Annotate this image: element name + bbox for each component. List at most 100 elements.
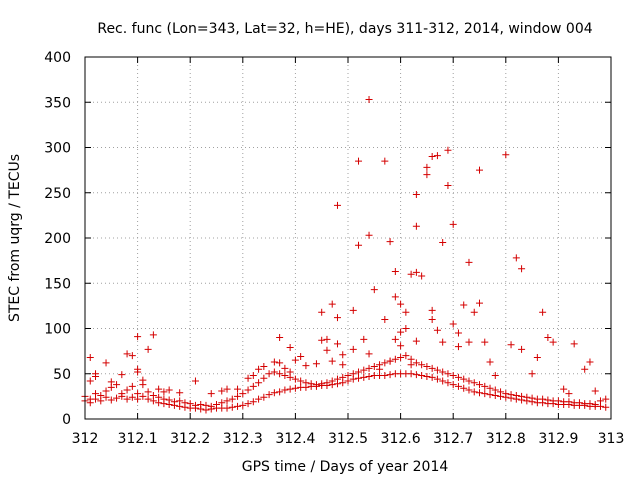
data-point bbox=[355, 241, 363, 249]
data-point bbox=[260, 393, 268, 401]
data-point bbox=[407, 270, 415, 278]
data-point bbox=[423, 363, 431, 371]
data-point bbox=[439, 368, 447, 376]
data-point bbox=[276, 388, 284, 396]
y-tick-label: 400 bbox=[44, 50, 71, 66]
data-point bbox=[186, 400, 194, 408]
data-point bbox=[291, 375, 299, 383]
data-point bbox=[518, 265, 526, 273]
data-point bbox=[518, 392, 526, 400]
data-point bbox=[439, 338, 447, 346]
data-point bbox=[391, 267, 399, 275]
data-point bbox=[391, 293, 399, 301]
data-point bbox=[365, 231, 373, 239]
data-point bbox=[444, 146, 452, 154]
data-point bbox=[418, 272, 426, 280]
data-point bbox=[428, 153, 436, 161]
data-point bbox=[134, 390, 142, 398]
data-point bbox=[176, 397, 184, 405]
data-point bbox=[539, 308, 547, 316]
data-point bbox=[107, 396, 115, 404]
data-point bbox=[239, 401, 247, 409]
data-point bbox=[565, 390, 573, 398]
data-point bbox=[476, 166, 483, 174]
data-point bbox=[539, 395, 547, 403]
data-point bbox=[423, 163, 431, 171]
data-point bbox=[355, 157, 363, 165]
data-point bbox=[460, 301, 468, 309]
x-tick-label: 312.5 bbox=[328, 431, 368, 447]
y-tick-label: 350 bbox=[44, 95, 71, 111]
data-point bbox=[554, 397, 562, 405]
y-tick-label: 100 bbox=[44, 322, 71, 338]
data-point bbox=[491, 386, 499, 394]
data-point bbox=[486, 391, 494, 399]
data-point bbox=[144, 395, 152, 403]
data-point bbox=[102, 387, 110, 395]
y-tick-label: 250 bbox=[44, 186, 71, 202]
y-tick-label: 0 bbox=[62, 412, 71, 428]
data-point bbox=[433, 152, 441, 160]
data-point bbox=[97, 391, 105, 399]
data-point bbox=[323, 346, 331, 354]
data-point bbox=[302, 362, 310, 370]
data-point bbox=[591, 387, 599, 395]
data-point bbox=[465, 386, 473, 394]
data-point bbox=[449, 320, 457, 328]
data-point bbox=[454, 373, 462, 381]
data-point bbox=[444, 182, 452, 190]
data-point bbox=[118, 371, 126, 379]
data-point bbox=[433, 326, 441, 334]
data-point bbox=[239, 390, 247, 398]
data-point bbox=[460, 375, 468, 383]
data-point bbox=[423, 171, 431, 179]
data-point bbox=[381, 372, 389, 380]
data-point bbox=[223, 397, 231, 405]
data-point bbox=[244, 400, 252, 408]
data-point bbox=[423, 372, 431, 380]
data-point bbox=[454, 329, 462, 337]
data-point bbox=[502, 151, 510, 159]
data-point bbox=[581, 365, 589, 373]
data-point bbox=[412, 359, 420, 367]
data-point bbox=[449, 220, 457, 228]
data-point bbox=[370, 363, 378, 371]
data-point bbox=[333, 340, 341, 348]
data-point bbox=[265, 391, 273, 399]
x-tick-label: 312 bbox=[72, 431, 99, 447]
data-point bbox=[507, 391, 515, 399]
data-point bbox=[365, 96, 373, 104]
data-point bbox=[386, 357, 394, 365]
data-point bbox=[518, 345, 526, 353]
data-point bbox=[202, 401, 210, 409]
y-tick-label: 50 bbox=[53, 367, 71, 383]
data-point bbox=[234, 402, 242, 410]
data-point bbox=[376, 361, 384, 369]
data-point bbox=[407, 370, 415, 378]
data-point bbox=[339, 361, 347, 369]
data-point bbox=[113, 394, 121, 402]
data-point bbox=[128, 352, 136, 360]
y-tick-label: 150 bbox=[44, 276, 71, 292]
data-point bbox=[165, 396, 173, 404]
data-point bbox=[428, 315, 436, 323]
data-point bbox=[476, 389, 483, 397]
data-point bbox=[486, 358, 494, 366]
data-point bbox=[170, 398, 178, 406]
data-point bbox=[397, 342, 405, 350]
data-point bbox=[318, 380, 326, 388]
data-point bbox=[586, 358, 594, 366]
data-point bbox=[339, 351, 347, 359]
data-point bbox=[349, 345, 357, 353]
x-tick-label: 312.1 bbox=[118, 431, 158, 447]
data-point bbox=[333, 375, 341, 383]
data-point bbox=[160, 388, 168, 396]
x-tick-label: 312.7 bbox=[433, 431, 473, 447]
data-point bbox=[502, 390, 510, 398]
data-point bbox=[549, 338, 557, 346]
data-point bbox=[418, 372, 426, 380]
data-point bbox=[276, 370, 284, 378]
data-point bbox=[244, 374, 252, 382]
x-tick-label: 312.2 bbox=[170, 431, 210, 447]
